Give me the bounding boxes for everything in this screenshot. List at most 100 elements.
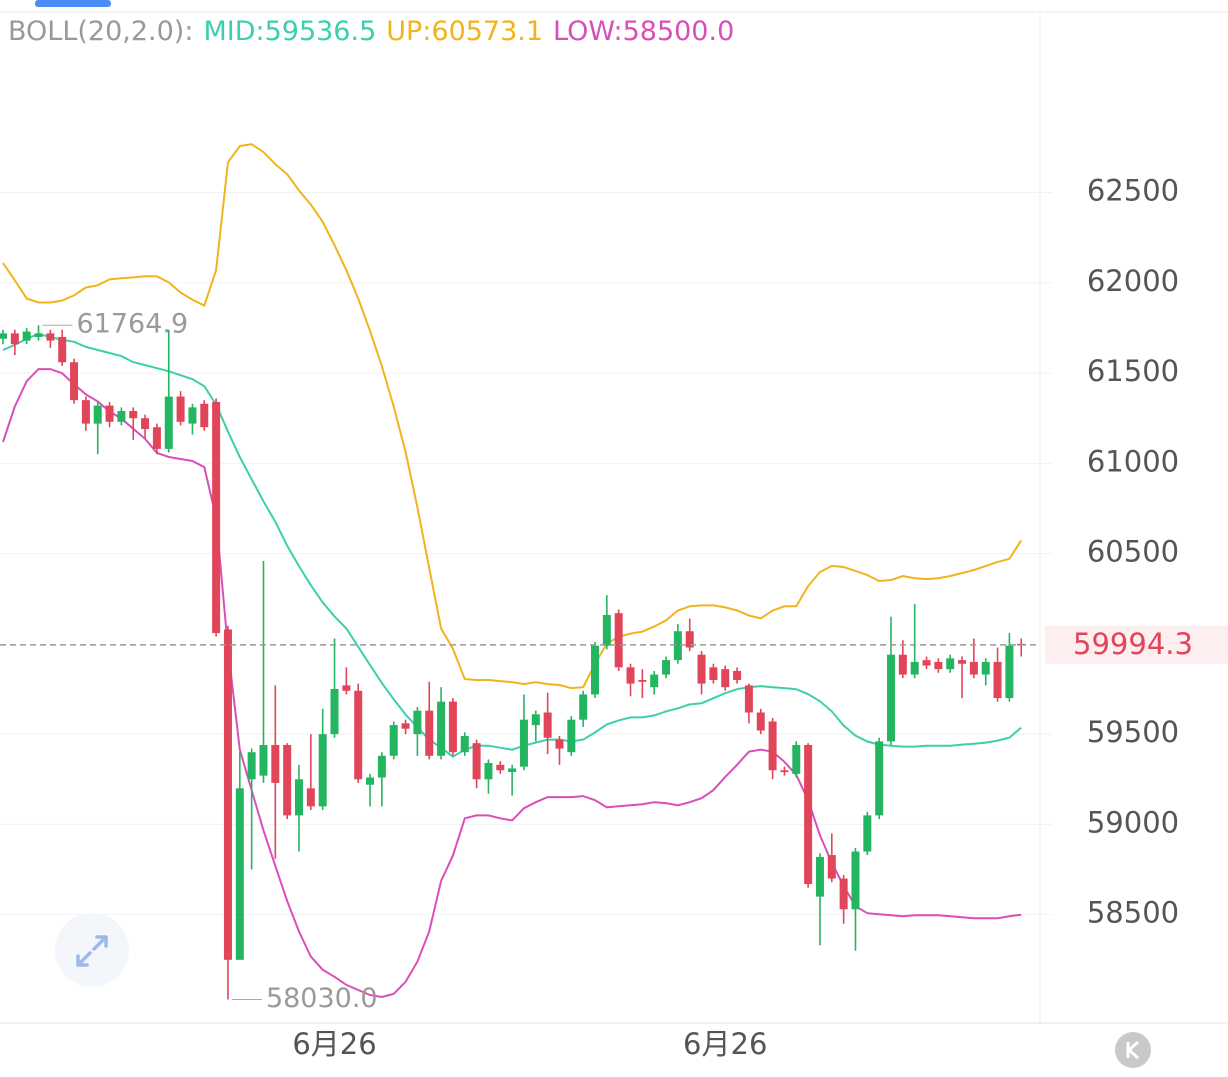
candle-body — [176, 396, 185, 422]
candle-body — [141, 418, 150, 430]
extreme-label: 61764.9 — [77, 309, 189, 340]
boll-line — [2, 332, 1022, 758]
candle-body — [567, 719, 576, 753]
last-price-box — [1045, 625, 1228, 664]
candle-body — [969, 661, 978, 675]
candle-body — [34, 333, 43, 337]
candle-body — [283, 744, 292, 816]
legend-entry: MID:59536.5 — [203, 16, 376, 47]
candle-body — [200, 403, 209, 428]
candle-body — [484, 763, 493, 780]
candle-body — [508, 768, 517, 773]
candle-body — [579, 694, 588, 720]
candle-body — [22, 331, 31, 341]
candle-body — [650, 674, 659, 688]
candle-body — [614, 613, 623, 668]
legend-value: 59536.5 — [264, 16, 377, 47]
y-tick-label: 58500 — [1087, 896, 1179, 930]
candle-body — [117, 410, 126, 422]
candle-body — [839, 878, 848, 910]
candle-body — [815, 856, 824, 897]
y-tick-label: 62000 — [1087, 264, 1179, 298]
candle-body — [768, 721, 777, 771]
candle-body — [129, 410, 138, 419]
candle-body — [685, 631, 694, 648]
candle-body — [46, 333, 55, 341]
candle-body — [58, 336, 67, 363]
candle-body — [259, 744, 268, 776]
last-price-label: 59994.3 — [1073, 627, 1193, 661]
legend-name: MID: — [203, 16, 265, 47]
candles — [0, 325, 1026, 1000]
candle-body — [827, 855, 836, 879]
candle-body — [934, 661, 943, 670]
candle-body — [697, 654, 706, 684]
extreme-label: 58030.0 — [266, 983, 378, 1014]
candle-body — [342, 685, 351, 691]
candle-body — [496, 764, 505, 771]
candle-body — [105, 405, 114, 422]
candle-body — [863, 815, 872, 852]
candle-body — [756, 712, 765, 731]
candle-body — [306, 788, 315, 807]
candle-body — [93, 405, 102, 424]
candle-body — [460, 735, 469, 753]
candle-body — [366, 777, 375, 785]
candle-body — [472, 743, 481, 780]
candle-body — [425, 710, 434, 756]
candle-body — [733, 670, 742, 680]
expand-button[interactable] — [55, 913, 129, 987]
candle-body — [946, 658, 955, 670]
candle-body — [721, 669, 730, 688]
candle-body — [910, 661, 919, 675]
candle-body — [804, 744, 813, 884]
k-button[interactable] — [1115, 1032, 1151, 1068]
candle-body — [437, 701, 446, 756]
candle-body — [318, 734, 327, 807]
y-tick-label: 61000 — [1087, 444, 1179, 478]
candle-body — [898, 654, 907, 675]
candle-body — [519, 719, 528, 767]
candle-body — [981, 661, 990, 675]
candle-body — [401, 723, 410, 729]
candle-body — [164, 396, 173, 449]
candle-body — [792, 744, 801, 774]
legend-name: UP: — [386, 16, 432, 47]
x-tick-label: 6月26 — [683, 1027, 767, 1061]
candle-body — [81, 400, 90, 424]
indicator-label: BOLL(20,2.0): — [8, 16, 194, 47]
candle-body — [709, 667, 718, 680]
candle-body — [354, 690, 363, 780]
candle-body — [626, 667, 635, 684]
candle-body — [638, 679, 647, 682]
candle-body — [993, 661, 1002, 699]
x-tick-label: 6月26 — [292, 1027, 376, 1061]
candle-body — [875, 741, 884, 816]
candle-body — [555, 739, 564, 749]
candle-body — [448, 701, 457, 753]
legend: BOLL(20,2.0): MID:59536.5 UP:60573.1 LOW:5… — [8, 16, 734, 47]
candle-body — [851, 851, 860, 910]
candle-body — [247, 752, 256, 780]
candle-body — [70, 362, 79, 401]
y-tick-label: 62500 — [1087, 174, 1179, 208]
candle-body — [0, 333, 7, 339]
candle-body — [543, 712, 552, 738]
candle-body — [662, 660, 671, 675]
legend-name: LOW: — [553, 16, 623, 47]
candle-body — [673, 631, 682, 661]
candle-body — [212, 401, 221, 634]
labels: 58500 59000 59500 60500 61000 61500 62000 62500… — [0, 174, 1228, 1061]
bands — [2, 143, 1023, 999]
legend-entry: LOW:58500.0 — [553, 16, 734, 47]
candle-body — [271, 744, 280, 783]
candle-body — [413, 710, 422, 735]
candle-body — [295, 779, 303, 816]
candle-body — [602, 614, 611, 646]
candle-body — [188, 407, 197, 424]
candle-body — [1005, 645, 1014, 699]
candle-body — [887, 654, 895, 742]
y-tick-label: 60500 — [1087, 535, 1179, 569]
